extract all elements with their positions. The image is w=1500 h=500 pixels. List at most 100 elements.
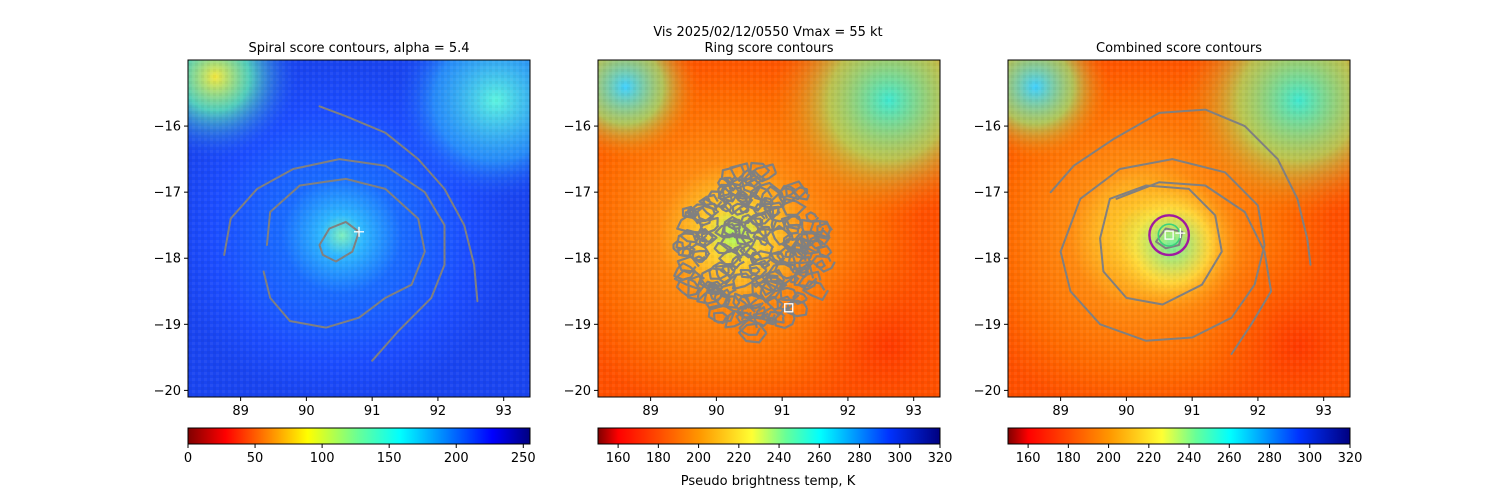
- contour-line: [750, 163, 778, 183]
- contour-line: [709, 290, 723, 302]
- x-tick-label: 91: [774, 404, 791, 419]
- contour-line: [705, 190, 730, 210]
- y-tick-label: −18: [564, 252, 591, 267]
- x-tick-label: 91: [364, 404, 381, 419]
- ring-fit-circle: [1148, 214, 1191, 257]
- contour-line: [738, 292, 760, 309]
- colorbar-tick-label: 200: [1096, 451, 1121, 466]
- contour-line: [679, 229, 702, 244]
- center-plus-marker: [354, 226, 364, 237]
- y-tick-label: −19: [154, 318, 181, 333]
- contour-line: [698, 237, 709, 246]
- y-tick-label: −16: [154, 120, 181, 135]
- contour-line: [792, 291, 809, 305]
- colorbar-tick-label: 0: [184, 451, 192, 466]
- contour-line: [738, 318, 761, 336]
- axes-frame: [187, 59, 531, 398]
- x-tick-label: 89: [642, 404, 659, 419]
- contour-line: [712, 311, 729, 325]
- contour-line: [770, 250, 785, 264]
- colorbar-tick-label: 160: [1016, 451, 1041, 466]
- colorbar-label: Pseudo brightness temp, K: [681, 474, 856, 489]
- colorbar-tick-label: 220: [726, 451, 751, 466]
- contour-line: [765, 316, 778, 326]
- contour-line: [785, 214, 802, 227]
- x-tick-label: 93: [1315, 404, 1332, 419]
- contour-lines: [223, 105, 479, 362]
- x-tick-label: 92: [840, 404, 857, 419]
- contour-line: [751, 250, 776, 266]
- contour-line: [774, 307, 796, 330]
- colorbar-tick-label: 260: [1217, 451, 1242, 466]
- contour-line: [739, 213, 754, 224]
- contour-line: [797, 247, 817, 259]
- colorbar-tick-label: 240: [767, 451, 792, 466]
- panel-title: Combined score contours: [1096, 41, 1262, 56]
- contour-line: [817, 244, 833, 258]
- colorbar-ticks: 160 180 200 220 240 260 280 300 320: [606, 444, 952, 466]
- suptitle: Vis 2025/02/12/0550 Vmax = 55 kt: [653, 25, 882, 40]
- contour-line: [788, 249, 813, 271]
- colorbar-ticks: 160 180 200 220 240 260 280 300 320: [1016, 444, 1362, 466]
- contour-line: [743, 217, 763, 235]
- x-tick-label: 93: [905, 404, 922, 419]
- satellite-image: [188, 60, 530, 397]
- y-tick-label: −20: [564, 384, 591, 399]
- contour-line: [715, 264, 737, 285]
- panel-title: Ring score contours: [704, 41, 833, 56]
- y-tick-label: −16: [564, 120, 591, 135]
- y-tick-label: −17: [154, 186, 181, 201]
- contour-line: [758, 236, 770, 246]
- contour-line: [724, 310, 747, 329]
- contour-line: [808, 235, 824, 250]
- contour-line: [687, 274, 715, 301]
- contour-line: [720, 164, 746, 185]
- y-tick-label: −19: [564, 318, 591, 333]
- contour-line: [714, 223, 739, 239]
- contour-line: [707, 304, 736, 324]
- contour-line: [318, 220, 360, 263]
- contour-line: [759, 279, 785, 303]
- contour-lines: [672, 161, 836, 344]
- colorbar-tick-label: 240: [1177, 451, 1202, 466]
- colorbar-tick-label: 160: [606, 451, 631, 466]
- colorbar-bar: [597, 427, 941, 445]
- contour-line: [1115, 181, 1273, 355]
- contour-line: [675, 277, 702, 298]
- marker-layer: [784, 303, 794, 313]
- contour-line: [717, 183, 735, 198]
- colorbar-tick-label: 300: [887, 451, 912, 466]
- contour-line: [1059, 158, 1266, 342]
- contour-line: [802, 280, 830, 301]
- colorbar: 160 180 200 220 240 260 280 300 320: [597, 427, 952, 466]
- contour-line: [732, 272, 756, 290]
- spiral-score-panel: Spiral score contours, alpha = 5.4 89 90 9…: [154, 41, 536, 466]
- contour-line: [1155, 227, 1184, 250]
- colorbar-tick-label: 220: [1136, 451, 1161, 466]
- contour-line: [793, 265, 818, 288]
- x-tick-label: 92: [430, 404, 447, 419]
- contour-line: [732, 202, 750, 216]
- contour-line: [1099, 184, 1223, 306]
- y-tick-label: −20: [974, 384, 1001, 399]
- axis-ticks: 89 90 91 92 93 −16 −17 −18 −19 −20: [974, 120, 1332, 419]
- ring-score-panel: Ring score contours 89 90 91 92 93 −16 −17 −18 −…: [564, 41, 953, 466]
- x-tick-label: 90: [708, 404, 725, 419]
- contour-line: [673, 262, 696, 281]
- contour-line: [673, 269, 706, 290]
- colorbar: 160 180 200 220 240 260 280 300 320: [1007, 427, 1362, 466]
- combined-score-panel: Combined score contours 89 90 91 92 93 −16 −17…: [974, 41, 1363, 466]
- satellite-image: [598, 60, 940, 397]
- contour-line: [698, 193, 723, 211]
- y-tick-label: −17: [564, 186, 591, 201]
- contour-line: [771, 224, 792, 246]
- contour-line: [799, 239, 823, 255]
- contour-line: [767, 262, 798, 286]
- colorbar-tick-label: 180: [1056, 451, 1081, 466]
- contour-line: [759, 185, 786, 211]
- contour-line: [740, 177, 762, 196]
- axis-ticks: 89 90 91 92 93 −16 −17 −18 −19 −20: [154, 120, 512, 419]
- contour-line: [735, 234, 754, 246]
- contour-line: [811, 255, 836, 273]
- axes-frame: [597, 59, 941, 398]
